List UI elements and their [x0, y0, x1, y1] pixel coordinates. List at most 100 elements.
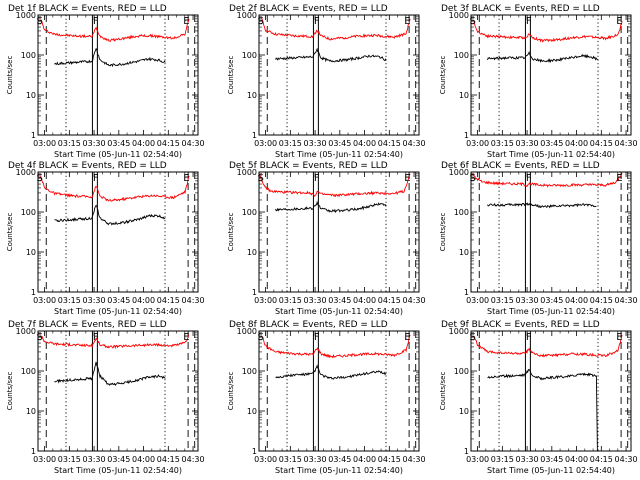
- marker-label: F: [314, 332, 320, 343]
- events-series-line: [54, 204, 166, 226]
- y-tick-label: 10: [247, 407, 257, 416]
- detector-panel: Det 2f BLACK = Events, RED = LLD Counts/s…: [227, 4, 426, 159]
- x-tick-label: 03:15: [279, 455, 302, 464]
- y-tick-label: 1000: [237, 11, 257, 20]
- x-tick-label: 04:00: [353, 455, 376, 464]
- y-tick-label: 1000: [449, 327, 469, 336]
- events-series-line: [54, 361, 166, 387]
- x-tick-label: 04:30: [615, 139, 638, 148]
- marker-label: S: [36, 16, 42, 27]
- x-tick-label: 03:30: [516, 455, 539, 464]
- marker-label: F: [93, 16, 99, 27]
- x-axis-label: Start Time (05-Jun-11 02:54:40): [275, 307, 403, 316]
- x-tick-label: 03:45: [107, 296, 130, 305]
- x-tick-label: 03:15: [279, 296, 302, 305]
- y-axis-label: Counts/sec: [227, 56, 235, 95]
- x-axis-label: Start Time (05-Jun-11 02:54:40): [487, 150, 615, 159]
- y-axis-label: Counts/sec: [439, 213, 447, 252]
- y-tick-label: 10: [247, 248, 257, 257]
- y-tick-label: 1000: [449, 168, 469, 177]
- x-tick-label: 03:00: [33, 296, 56, 305]
- panel-title: Det 3f BLACK = Events, RED = LLD: [441, 4, 600, 14]
- y-tick-label: 100: [21, 51, 36, 60]
- detector-panel: Det 3f BLACK = Events, RED = LLD Counts/s…: [439, 4, 638, 159]
- detector-panel: Det 4f BLACK = Events, RED = LLD Counts/s…: [6, 161, 205, 316]
- y-tick-label: 1: [252, 131, 257, 140]
- x-tick-label: 03:15: [491, 455, 514, 464]
- x-tick-label: 04:15: [378, 296, 401, 305]
- marker-label: F: [314, 173, 320, 184]
- events-series-line: [275, 200, 387, 213]
- marker-label: E: [183, 173, 189, 184]
- x-tick-label: 03:45: [540, 296, 563, 305]
- x-tick-label: 03:00: [466, 296, 489, 305]
- y-axis-label: Counts/sec: [439, 372, 447, 411]
- x-tick-label: 03:45: [540, 455, 563, 464]
- x-tick-label: 04:15: [157, 296, 180, 305]
- marker-label: E: [404, 332, 410, 343]
- x-tick-label: 03:45: [328, 139, 351, 148]
- x-tick-label: 03:45: [328, 296, 351, 305]
- lld-series-line: [40, 334, 190, 350]
- y-tick-label: 10: [26, 248, 36, 257]
- panel-title: Det 4f BLACK = Events, RED = LLD: [8, 161, 167, 171]
- x-axis-label: Start Time (05-Jun-11 02:54:40): [54, 307, 182, 316]
- y-tick-label: 1: [464, 447, 469, 456]
- y-tick-label: 1: [252, 288, 257, 297]
- lld-series-line: [473, 20, 623, 43]
- marker-label: F: [93, 173, 99, 184]
- x-tick-label: 03:30: [83, 139, 106, 148]
- y-tick-label: 1000: [16, 168, 36, 177]
- plot-frame: [258, 171, 420, 293]
- events-series-line: [487, 202, 597, 209]
- marker-label: E: [183, 16, 189, 27]
- x-tick-label: 04:15: [378, 139, 401, 148]
- x-tick-label: 04:00: [565, 455, 588, 464]
- y-tick-label: 100: [454, 51, 469, 60]
- marker-label: E: [616, 332, 622, 343]
- panel-title: Det 6f BLACK = Events, RED = LLD: [441, 161, 600, 171]
- detector-panel: Det 1f BLACK = Events, RED = LLD Counts/s…: [6, 4, 205, 159]
- y-tick-label: 100: [242, 208, 257, 217]
- panel-title: Det 8f BLACK = Events, RED = LLD: [229, 320, 388, 330]
- y-tick-label: 10: [459, 407, 469, 416]
- marker-label: F: [526, 332, 532, 343]
- x-tick-label: 03:45: [107, 139, 130, 148]
- panel-title: Det 1f BLACK = Events, RED = LLD: [8, 4, 167, 14]
- x-tick-label: 03:00: [33, 139, 56, 148]
- y-axis-label: Counts/sec: [227, 213, 235, 252]
- x-tick-label: 04:00: [132, 455, 155, 464]
- y-axis-label: Counts/sec: [6, 56, 14, 95]
- y-tick-label: 1: [464, 131, 469, 140]
- x-tick-label: 03:15: [58, 139, 81, 148]
- events-series-line: [54, 47, 166, 68]
- y-tick-label: 1000: [16, 11, 36, 20]
- y-tick-label: 100: [242, 51, 257, 60]
- x-tick-label: 04:15: [378, 455, 401, 464]
- x-tick-label: 03:00: [466, 139, 489, 148]
- marker-label: E: [616, 173, 622, 184]
- x-tick-label: 03:30: [304, 139, 327, 148]
- x-tick-label: 03:45: [328, 455, 351, 464]
- x-tick-label: 04:15: [157, 455, 180, 464]
- x-tick-label: 03:15: [58, 455, 81, 464]
- marker-label: F: [93, 332, 99, 343]
- y-axis-label: Counts/sec: [6, 213, 14, 252]
- y-tick-label: 1: [252, 447, 257, 456]
- y-tick-label: 10: [459, 248, 469, 257]
- x-axis-label: Start Time (05-Jun-11 02:54:40): [275, 150, 403, 159]
- y-tick-label: 1: [31, 447, 36, 456]
- y-tick-label: 1000: [16, 327, 36, 336]
- x-tick-label: 03:15: [491, 139, 514, 148]
- x-tick-label: 03:00: [254, 139, 277, 148]
- x-tick-label: 04:00: [565, 296, 588, 305]
- x-tick-label: 04:30: [182, 296, 205, 305]
- events-series-line: [487, 51, 599, 64]
- x-tick-label: 03:45: [540, 139, 563, 148]
- marker-label: S: [36, 332, 42, 343]
- panel-title: Det 9f BLACK = Events, RED = LLD: [441, 320, 600, 330]
- detector-panel: Det 7f BLACK = Events, RED = LLD Counts/s…: [6, 320, 205, 475]
- panel-title: Det 7f BLACK = Events, RED = LLD: [8, 320, 167, 330]
- y-tick-label: 1: [31, 131, 36, 140]
